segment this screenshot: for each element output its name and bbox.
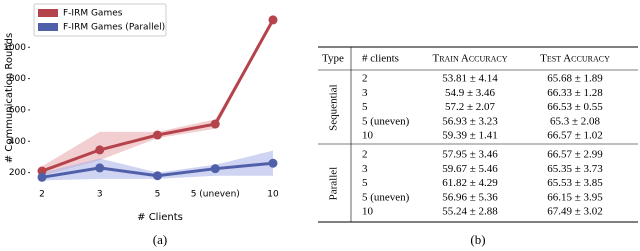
table-cell: 3 — [362, 87, 368, 99]
x-tick-label: 5 (uneven) — [191, 190, 240, 200]
table-cell: 56.96 ± 5.36 — [442, 191, 498, 203]
table-cell: 57.95 ± 3.46 — [442, 149, 498, 161]
table-cell: 66.53 ± 0.55 — [547, 101, 603, 113]
legend-label: F-IRM Games (Parallel) — [63, 23, 165, 33]
data-point — [37, 166, 47, 176]
table-cell: 66.57 ± 1.02 — [547, 130, 603, 142]
x-tick-label: 2 — [39, 190, 45, 200]
data-point — [153, 130, 162, 140]
table-cell: 5 (uneven) — [362, 115, 410, 127]
table-header: # clients — [362, 53, 399, 65]
error-band — [42, 19, 273, 176]
table-cell: 3 — [362, 163, 368, 175]
table-cell: 67.49 ± 3.02 — [547, 206, 603, 218]
data-point — [210, 119, 220, 129]
legend-swatch — [38, 9, 58, 17]
table-cell: 66.33 ± 1.28 — [547, 87, 603, 99]
caption: (a) — [153, 232, 167, 247]
table-cell: 55.24 ± 2.88 — [442, 206, 498, 218]
y-tick-label: 200 — [9, 168, 26, 178]
table-cell: 5 — [362, 177, 368, 189]
table-cell: 65.68 ± 1.89 — [547, 73, 603, 85]
table-header: Type — [322, 53, 344, 65]
table-cell: 10 — [362, 130, 374, 142]
table-cell: 65.3 ± 2.08 — [550, 115, 601, 127]
y-axis-label: # Communication Rounds — [4, 33, 15, 163]
data-point — [268, 158, 278, 168]
table-cell: 59.39 ± 1.41 — [442, 130, 498, 142]
x-tick-label: 10 — [267, 190, 279, 200]
table-cell: 5 — [362, 101, 368, 113]
y-tick-label: 600 — [9, 105, 26, 115]
legend-label: F-IRM Games — [63, 9, 123, 19]
table-cell: 66.15 ± 3.95 — [547, 191, 603, 203]
data-point — [268, 15, 278, 25]
table-cell: 66.57 ± 2.99 — [547, 149, 603, 161]
table-cell: 57.2 ± 2.07 — [445, 101, 496, 113]
table-cell: 53.81 ± 4.14 — [442, 73, 498, 85]
table-cell: 2 — [362, 149, 368, 161]
y-tick-label: 400 — [9, 137, 26, 147]
table-cell: 54.9 ± 3.46 — [445, 87, 496, 99]
table-cell: 65.53 ± 3.85 — [547, 177, 603, 189]
data-point — [210, 164, 220, 174]
table-cell: 2 — [362, 73, 368, 85]
table-header: Test Accuracy — [540, 53, 610, 65]
data-point — [153, 171, 162, 181]
legend-box — [33, 3, 167, 37]
group-label: Parallel — [328, 167, 340, 201]
group-label: Sequential — [328, 84, 340, 130]
y-tick-label: 800 — [9, 74, 26, 84]
data-point — [95, 145, 105, 155]
data-point — [95, 163, 105, 173]
x-tick-label: 3 — [97, 190, 103, 200]
y-tick-label: 1000 — [3, 43, 26, 53]
table-cell: 10 — [362, 206, 374, 218]
x-tick-label: 5 — [155, 190, 161, 200]
table-cell: 59.67 ± 5.46 — [442, 163, 498, 175]
caption: (b) — [470, 232, 485, 247]
table-cell: 61.82 ± 4.29 — [442, 177, 498, 189]
data-point — [37, 172, 47, 182]
table-header: Train Accuracy — [432, 53, 507, 65]
table-cell: 65.35 ± 3.73 — [547, 163, 603, 175]
x-axis-label: # Clients — [137, 212, 183, 223]
legend-swatch — [38, 23, 58, 31]
table-cell: 56.93 ± 3.23 — [442, 115, 498, 127]
table-cell: 5 (uneven) — [362, 191, 410, 203]
